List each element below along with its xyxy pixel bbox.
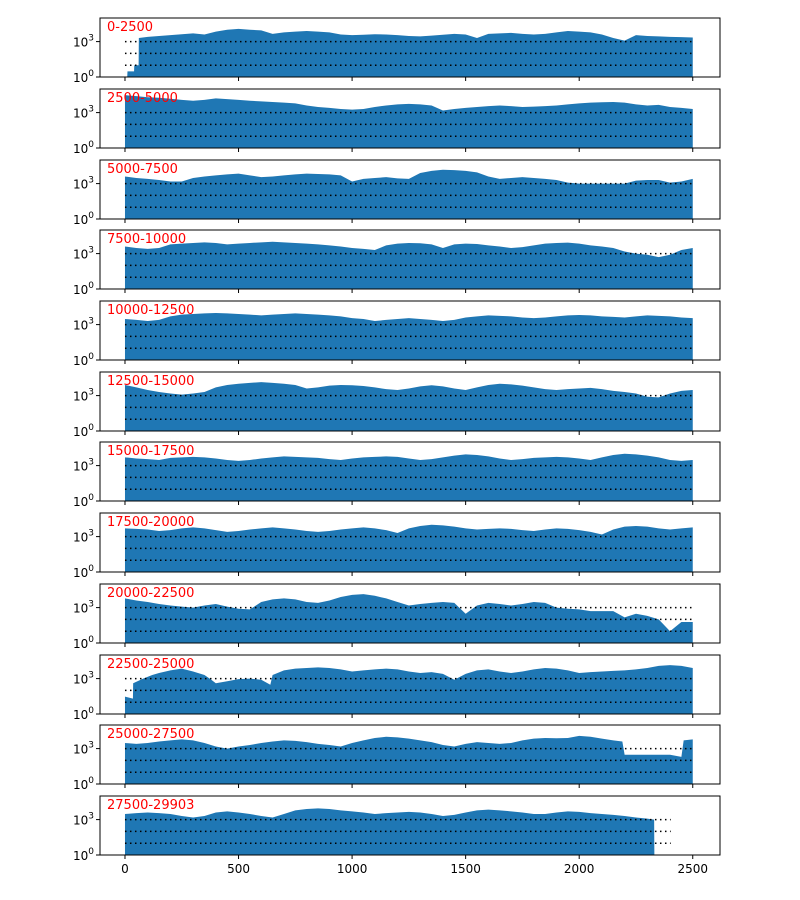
y-tick-label: 100 [73,564,94,580]
panel-frame [99,795,721,856]
chart-panel: 103 100 22500-25000 [73,654,721,722]
y-tick-label: 103 [73,741,94,757]
chart-panel: 103 100 27500-29903 0 500 1000 1500 2000 2500 [73,795,721,876]
chart-panel: 103 100 10000-12500 [73,300,721,368]
coverage-series-area [124,169,693,219]
panel-label: 17500-20000 [107,515,194,530]
y-tick-label: 103 [73,34,94,50]
y-tick-label: 100 [73,69,94,85]
chart-panel: 103 100 17500-20000 [73,512,721,580]
y-tick-label: 100 [73,423,94,439]
coverage-series-area [124,594,693,643]
chart-panel: 103 100 12500-15000 [73,371,721,439]
y-tick-label: 100 [73,281,94,297]
y-tick-label: 100 [73,847,94,863]
y-tick-label: 103 [73,812,94,828]
panel-frame [99,654,721,715]
coverage-series-area [124,665,693,714]
y-tick-label: 103 [73,317,94,333]
panel-label: 10000-12500 [107,303,194,318]
y-tick-label: 100 [73,140,94,156]
y-tick-label: 100 [73,635,94,651]
coverage-series-area [124,808,661,855]
coverage-series-area [124,382,693,431]
panel-label: 20000-22500 [107,586,194,601]
coverage-series-area [124,95,693,148]
y-tick-label: 103 [73,388,94,404]
panel-label: 12500-15000 [107,374,194,389]
chart-panel: 103 100 5000-7500 [73,159,721,227]
panel-label: 25000-27500 [107,727,194,742]
chart-panel: 103 100 7500-10000 [73,229,721,297]
panel-label: 27500-29903 [107,798,194,813]
chart-panel: 103 100 25000-27500 [73,724,721,792]
panel-label: 7500-10000 [107,232,186,247]
y-tick-label: 103 [73,529,94,545]
panel-label: 0-2500 [107,20,153,35]
x-tick-label: 500 [227,862,250,876]
x-tick-label: 1500 [450,862,481,876]
y-tick-label: 103 [73,105,94,121]
panel-frame [99,583,721,644]
y-tick-label: 103 [73,600,94,616]
panel-frame [99,88,721,149]
panel-frame [99,229,721,290]
panel-frame [99,441,721,502]
y-tick-label: 103 [73,176,94,192]
y-tick-label: 100 [73,493,94,509]
x-tick-label: 0 [121,862,129,876]
y-tick-label: 103 [73,671,94,687]
y-tick-label: 100 [73,706,94,722]
panel-frame [99,512,721,573]
chart-panel: 103 100 15000-17500 [73,441,721,509]
panel-frame [99,159,721,220]
panel-label: 2500-5000 [107,91,178,106]
panel-frame [99,724,721,785]
y-tick-label: 100 [73,211,94,227]
chart-panel: 103 100 0-2500 [73,17,721,85]
x-tick-label: 1000 [337,862,368,876]
panel-frame [99,17,721,78]
y-tick-label: 100 [73,776,94,792]
y-tick-label: 100 [73,352,94,368]
y-tick-label: 103 [73,246,94,262]
x-tick-label: 2500 [677,862,708,876]
panel-frame [99,371,721,432]
chart-panel: 103 100 20000-22500 [73,583,721,651]
panel-label: 5000-7500 [107,162,178,177]
chart-panel: 103 100 2500-5000 [73,88,721,156]
y-tick-label: 103 [73,458,94,474]
panel-label: 22500-25000 [107,657,194,672]
x-tick-label: 2000 [564,862,595,876]
panel-frame [99,300,721,361]
panel-label: 15000-17500 [107,444,194,459]
